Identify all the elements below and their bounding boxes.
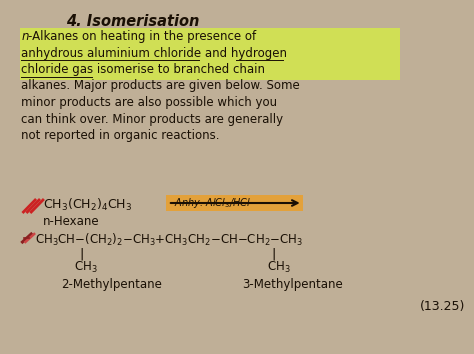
Text: CH$_3$: CH$_3$ — [74, 260, 98, 275]
Bar — [166, 195, 302, 211]
Text: 3-Methylpentane: 3-Methylpentane — [242, 278, 343, 291]
Text: |: | — [272, 248, 276, 261]
Text: (13.25): (13.25) — [420, 300, 465, 313]
Text: 4. Isomerisation: 4. Isomerisation — [66, 14, 200, 29]
Text: CH$_3$CH$-$(CH$_2$)$_2$$-$CH$_3$+CH$_3$CH$_2$$-$CH$-$CH$_2$$-$CH$_3$: CH$_3$CH$-$(CH$_2$)$_2$$-$CH$_3$+CH$_3$C… — [35, 232, 303, 248]
Text: Anhy. AlCl$_3$/HCl: Anhy. AlCl$_3$/HCl — [174, 196, 251, 210]
Text: not reported in organic reactions.: not reported in organic reactions. — [21, 129, 220, 142]
Text: chloride gas isomerise to branched chain: chloride gas isomerise to branched chain — [21, 63, 265, 76]
Text: anhydrous aluminium chloride and hydrogen: anhydrous aluminium chloride and hydroge… — [21, 46, 287, 59]
Text: n: n — [21, 30, 29, 43]
Text: |: | — [79, 248, 83, 261]
Text: minor products are also possible which you: minor products are also possible which y… — [21, 96, 278, 109]
Text: n-Hexane: n-Hexane — [43, 215, 100, 228]
Text: 2-Methylpentane: 2-Methylpentane — [62, 278, 163, 291]
Bar — [19, 28, 400, 80]
Text: CH$_3$: CH$_3$ — [266, 260, 290, 275]
Text: CH$_3$(CH$_2$)$_4$CH$_3$: CH$_3$(CH$_2$)$_4$CH$_3$ — [43, 197, 132, 213]
Text: -Alkanes on heating in the presence of: -Alkanes on heating in the presence of — [28, 30, 256, 43]
Text: can think over. Minor products are generally: can think over. Minor products are gener… — [21, 113, 283, 126]
Text: alkanes. Major products are given below. Some: alkanes. Major products are given below.… — [21, 80, 300, 92]
